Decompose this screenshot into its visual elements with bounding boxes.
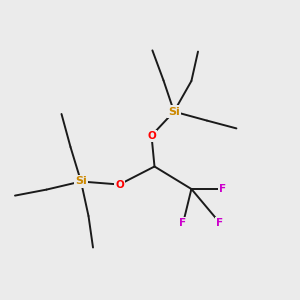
Text: O: O: [147, 130, 156, 141]
Text: Si: Si: [75, 176, 87, 187]
Text: F: F: [216, 218, 223, 228]
Text: F: F: [179, 218, 187, 229]
Text: F: F: [219, 184, 226, 194]
Text: Si: Si: [168, 106, 180, 117]
Text: O: O: [115, 179, 124, 190]
